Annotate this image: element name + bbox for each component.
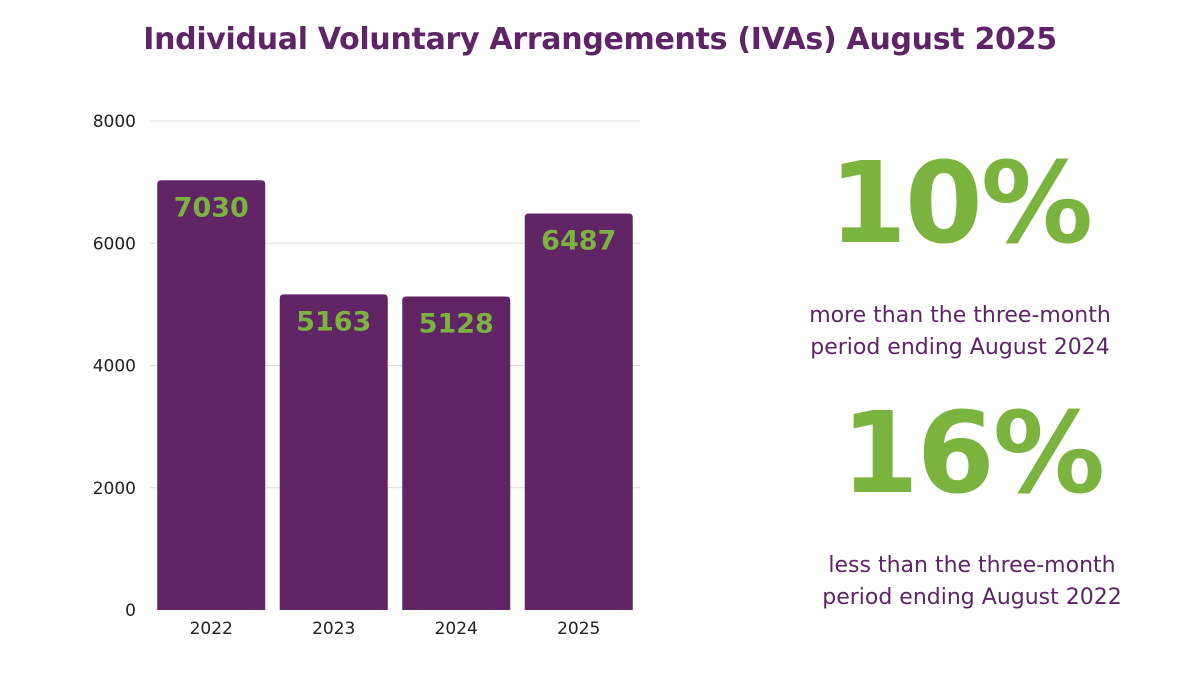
stat-decrease-line2: period ending August 2022 [822, 584, 1122, 610]
bar [402, 296, 511, 610]
stat-increase-line2: period ending August 2024 [810, 334, 1110, 360]
bar-value-label: 7030 [174, 192, 249, 223]
y-tick-label: 2000 [93, 479, 136, 499]
stat-decrease-line1: less than the three-month [828, 553, 1116, 578]
y-tick-label: 4000 [93, 357, 136, 377]
stat-increase: 10% more than the three-month period end… [740, 148, 1180, 364]
x-tick-label: 2025 [557, 619, 600, 639]
y-tick-label: 8000 [93, 112, 136, 132]
bar [524, 213, 633, 611]
x-tick-label: 2024 [435, 619, 478, 639]
bar-value-label: 5163 [296, 306, 371, 337]
stat-decrease-description: less than the three-month period ending … [752, 550, 1192, 614]
stat-increase-value: 10% [828, 139, 1093, 269]
stat-increase-line1: more than the three-month [809, 303, 1111, 328]
stat-decrease-value: 16% [840, 389, 1105, 519]
stat-decrease: 16% less than the three-month period end… [752, 398, 1192, 614]
y-tick-label: 6000 [93, 234, 136, 254]
bar-value-label: 6487 [541, 225, 616, 256]
bar-value-label: 5128 [419, 309, 494, 340]
stat-increase-description: more than the three-month period ending … [740, 300, 1180, 364]
bar-chart: 0 2000 4000 6000 8000 7030 2022 5163 2023 5128 202… [93, 112, 640, 639]
x-tick-label: 2023 [312, 619, 355, 639]
y-tick-label: 0 [125, 601, 136, 621]
x-tick-label: 2022 [190, 619, 233, 639]
bar [157, 180, 266, 610]
bar [279, 294, 388, 610]
page-title: Individual Voluntary Arrangements (IVAs)… [143, 22, 1057, 57]
